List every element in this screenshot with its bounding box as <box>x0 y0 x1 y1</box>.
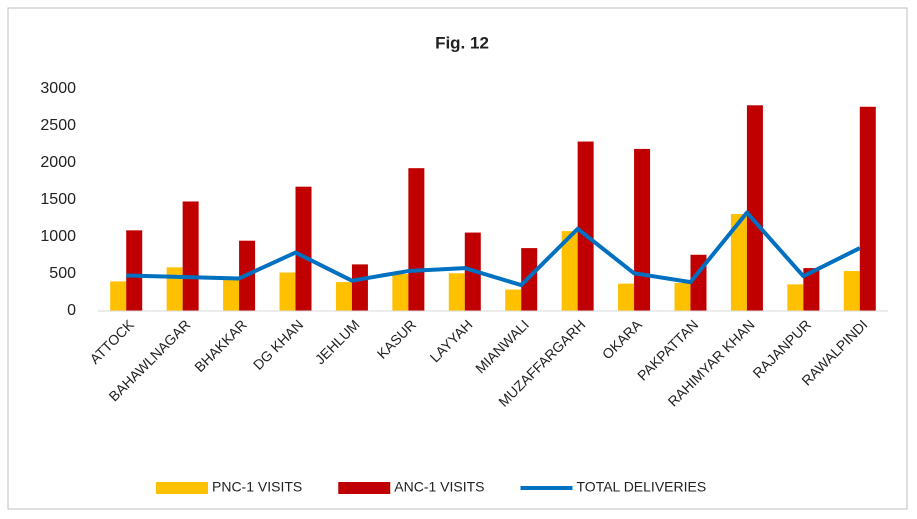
chart-title: Fig. 12 <box>435 33 489 52</box>
y-tick-label: 500 <box>49 265 76 282</box>
y-tick-label: 1000 <box>40 228 76 245</box>
bar <box>787 284 804 311</box>
bar <box>634 148 651 311</box>
bar <box>730 214 747 311</box>
y-tick-label: 3000 <box>40 80 76 97</box>
bar <box>561 231 578 311</box>
bar <box>859 106 876 311</box>
legend-swatch <box>338 482 391 494</box>
bar <box>408 168 425 311</box>
bar <box>335 282 352 311</box>
bar <box>392 274 409 311</box>
bar <box>803 268 820 311</box>
bar <box>279 272 296 311</box>
y-tick-label: 1500 <box>40 191 76 208</box>
bar <box>448 273 465 311</box>
bar <box>351 264 368 311</box>
bar <box>618 283 635 311</box>
bar <box>674 282 691 311</box>
legend-label: TOTAL DELIVERIES <box>577 479 707 495</box>
y-tick-label: 2500 <box>40 117 76 134</box>
bar <box>223 278 240 311</box>
bar <box>843 271 860 311</box>
bar <box>746 105 763 311</box>
bar <box>577 141 594 311</box>
legend-label: PNC-1 VISITS <box>212 479 302 495</box>
bar <box>110 281 127 311</box>
legend-swatch <box>156 482 208 494</box>
y-tick-label: 0 <box>67 302 76 319</box>
y-tick-label: 2000 <box>40 154 76 171</box>
bar <box>295 186 312 311</box>
bar <box>505 289 522 311</box>
bar <box>182 201 199 311</box>
line <box>126 210 861 288</box>
bar <box>166 267 183 311</box>
bar <box>126 230 143 311</box>
chart-border <box>7 7 908 510</box>
legend-label: ANC-1 VISITS <box>394 479 484 495</box>
